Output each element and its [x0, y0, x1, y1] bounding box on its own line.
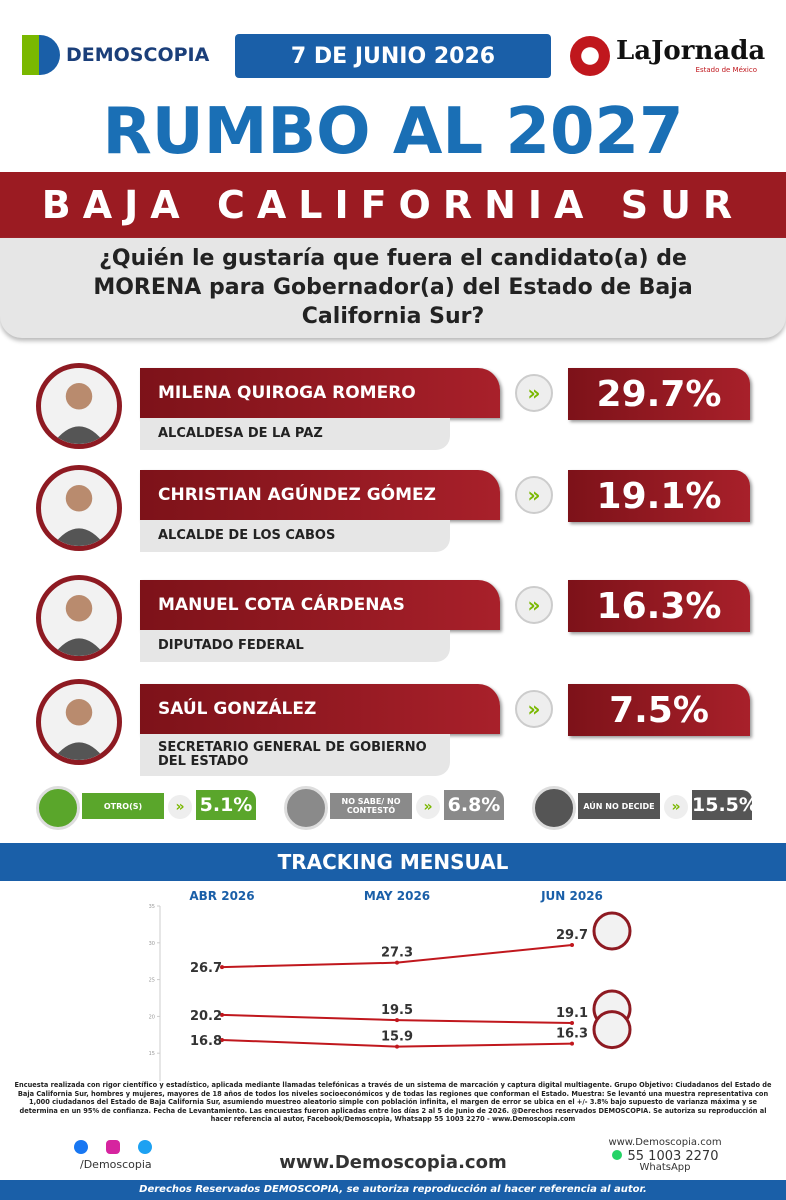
chart-title: TRACKING MENSUAL: [0, 843, 786, 881]
other-pct: 5.1%: [196, 790, 256, 820]
title: RUMBO AL 2027: [102, 95, 684, 169]
logo-mark: [22, 35, 60, 75]
web: www.Demoscopia.com: [608, 1137, 722, 1148]
point: [570, 943, 574, 948]
other-icon: [36, 786, 80, 830]
arrow: »: [515, 690, 553, 728]
candidate-name: MANUEL COTA CÁRDENAS: [140, 580, 500, 630]
y-tick-label: 15: [149, 1051, 155, 1057]
y-tick-label: 20: [149, 1014, 155, 1020]
photo: [592, 911, 632, 951]
value-label: 15.9: [381, 1030, 413, 1045]
y-tick-label: 35: [149, 904, 155, 910]
logo: DEMOSCOPIA: [22, 34, 222, 76]
date: 7 DE JUNIO 2026: [235, 34, 551, 78]
point: [395, 1018, 399, 1023]
subtitle: BAJA CALIFORNIA SUR: [0, 172, 786, 238]
value-label: 16.8: [190, 1034, 222, 1049]
value-label: 19.1: [556, 1006, 588, 1021]
x-tick-label: JUN 2026: [540, 889, 603, 903]
arrow: »: [664, 795, 688, 819]
x-tick-label: ABR 2026: [189, 889, 254, 903]
arrow: »: [168, 795, 192, 819]
facebook-icon: [74, 1140, 88, 1154]
y-tick-label: 30: [149, 941, 155, 947]
phone: 55 1003 2270: [590, 1149, 740, 1164]
partner: LaJornada Estado de México: [570, 36, 765, 78]
other-label: AÚN NO DECIDE: [578, 793, 660, 819]
partner-sub: Estado de México: [695, 66, 757, 74]
photo: [36, 465, 122, 551]
arrow: »: [515, 374, 553, 412]
arrow: »: [515, 476, 553, 514]
twitter-icon: [138, 1140, 152, 1154]
candidate-name: MILENA QUIROGA ROMERO: [140, 368, 500, 418]
photo: [36, 679, 122, 765]
other-pct: 6.8%: [444, 790, 504, 820]
arrow: »: [515, 586, 553, 624]
value-label: 16.3: [556, 1027, 588, 1042]
other-label: OTRO(S): [82, 793, 164, 819]
arrow: »: [416, 795, 440, 819]
question: ¿Quién le gustaría que fuera el candidat…: [0, 238, 786, 338]
other-icon: [532, 786, 576, 830]
partner-mark: [570, 36, 610, 76]
candidate-name: CHRISTIAN AGÚNDEZ GÓMEZ: [140, 470, 500, 520]
partner-name: LaJornada: [616, 36, 766, 66]
value-label: 27.3: [381, 946, 413, 961]
rights: Derechos Reservados DEMOSCOPIA, se autor…: [0, 1180, 786, 1200]
percentage: 19.1%: [568, 470, 750, 522]
candidate-role: ALCALDE DE LOS CABOS: [140, 520, 450, 552]
point: [220, 1012, 224, 1017]
value-label: 26.7: [190, 961, 222, 976]
social-icons: [74, 1140, 164, 1156]
point: [570, 1041, 574, 1046]
point: [395, 960, 399, 965]
percentage: 29.7%: [568, 368, 750, 420]
candidate-role: ALCALDESA DE LA PAZ: [140, 418, 450, 450]
value-label: 29.7: [556, 928, 588, 943]
value-label: 19.5: [381, 1003, 413, 1018]
other-icon: [284, 786, 328, 830]
phone-number: 55 1003 2270: [627, 1149, 719, 1164]
social-handle: /Demoscopia: [80, 1158, 152, 1171]
photo: [36, 575, 122, 661]
point: [570, 1021, 574, 1026]
candidate-role: SECRETARIO GENERAL DE GOBIERNO DEL ESTAD…: [140, 734, 450, 776]
y-tick-label: 25: [149, 978, 155, 984]
whatsapp: WhatsApp: [639, 1162, 691, 1173]
candidate-role: DIPUTADO FEDERAL: [140, 630, 450, 662]
instagram-icon: [106, 1140, 120, 1154]
point: [395, 1044, 399, 1049]
methodology: Encuesta realizada con rigor científico …: [14, 1081, 772, 1123]
percentage: 16.3%: [568, 580, 750, 632]
photo: [36, 363, 122, 449]
whatsapp-icon: [611, 1150, 622, 1160]
other-label: NO SABE/ NO CONTESTÓ: [330, 793, 412, 819]
x-tick-label: MAY 2026: [364, 889, 430, 903]
point: [220, 965, 224, 970]
logo-text: DEMOSCOPIA: [66, 44, 210, 66]
value-label: 20.2: [190, 1009, 222, 1024]
candidate-name: SAÚL GONZÁLEZ: [140, 684, 500, 734]
point: [220, 1037, 224, 1042]
other-pct: 15.5%: [692, 790, 758, 820]
photo: [592, 1010, 632, 1050]
site: www.Demoscopia.com: [279, 1152, 507, 1173]
percentage: 7.5%: [568, 684, 750, 736]
